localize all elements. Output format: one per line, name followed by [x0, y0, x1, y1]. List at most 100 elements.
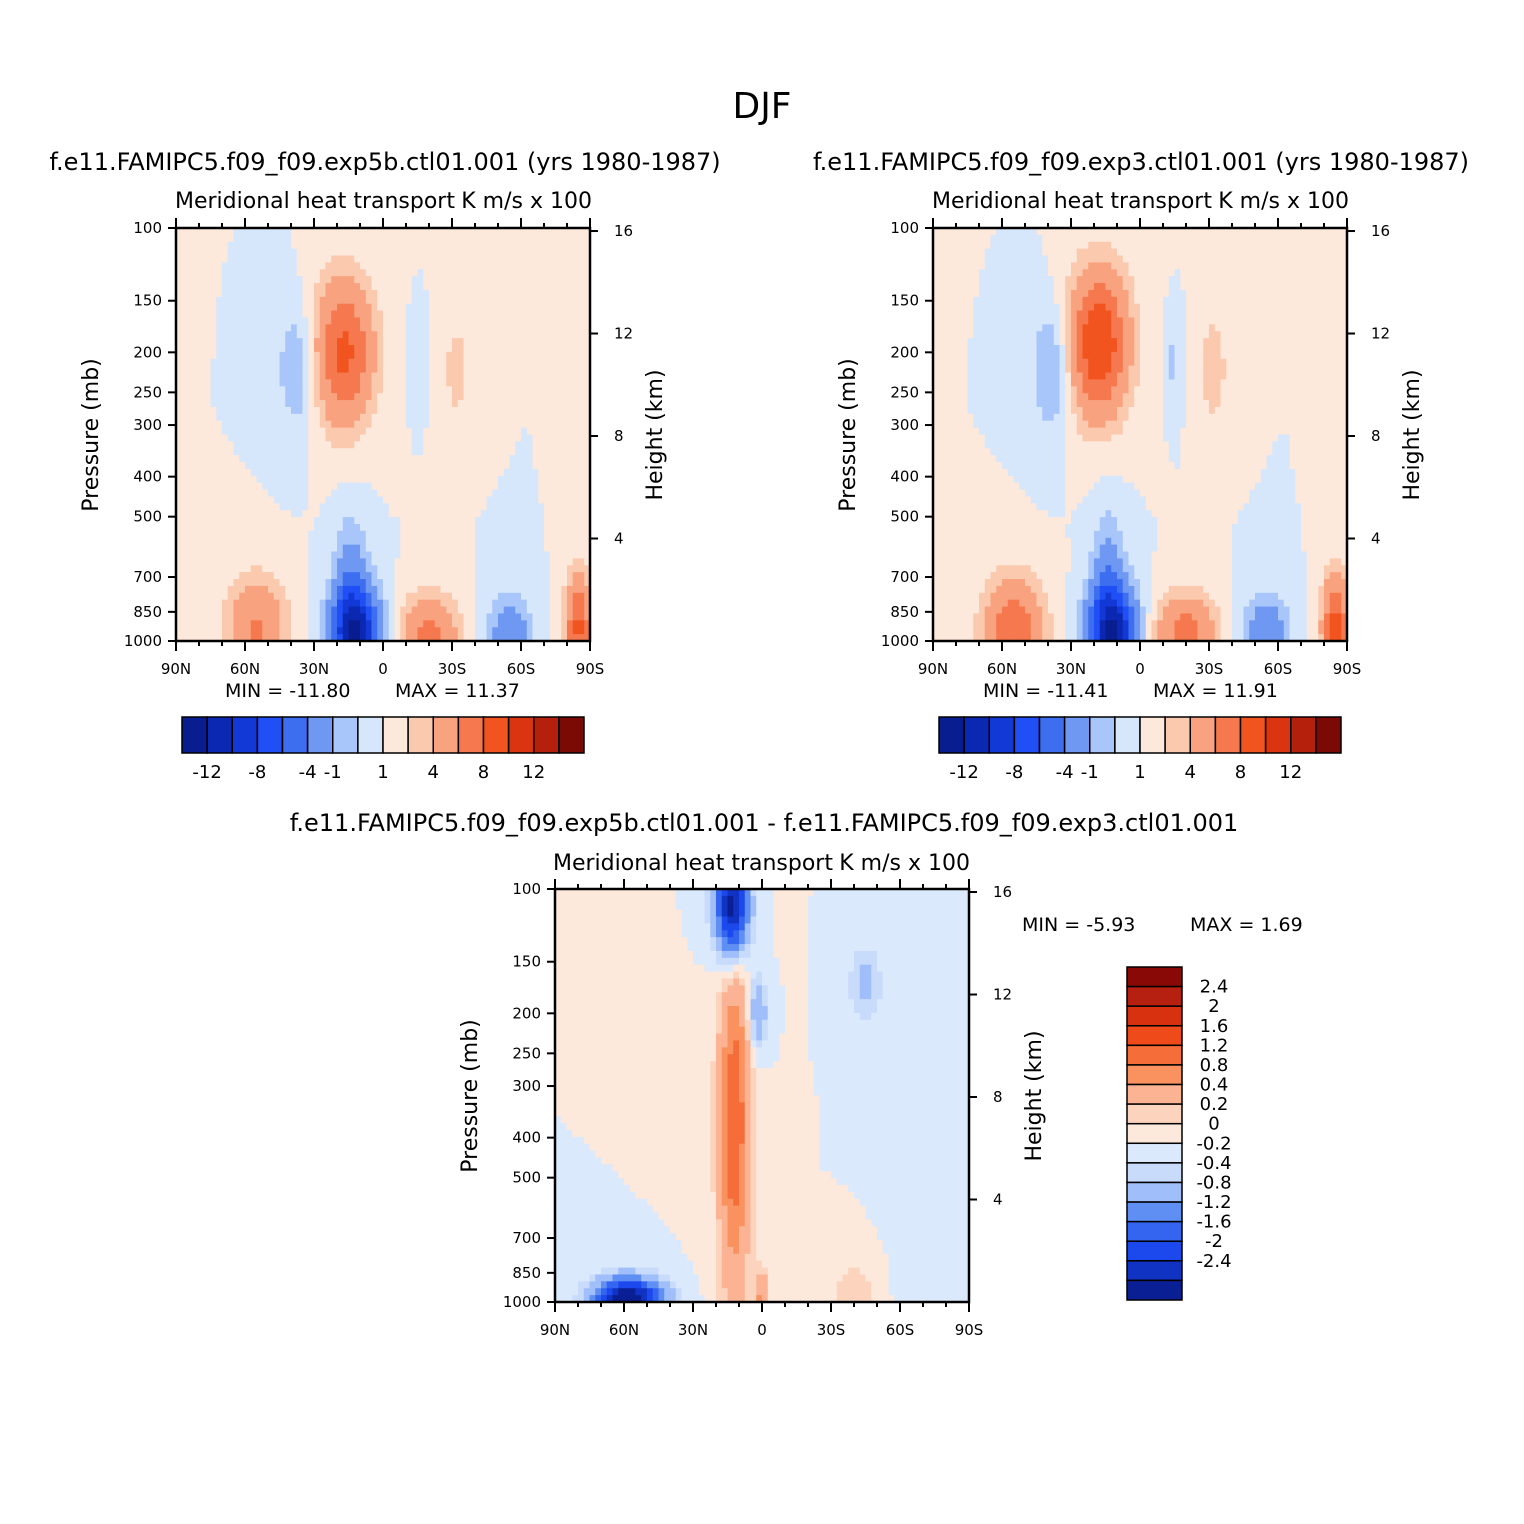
field-cell	[475, 241, 482, 250]
field-cell	[469, 565, 476, 573]
field-cell	[538, 558, 545, 566]
field-cell	[578, 613, 585, 621]
field-cell	[256, 317, 263, 325]
field-cell	[365, 276, 373, 284]
field-cell	[314, 310, 321, 319]
field-cell	[268, 475, 275, 484]
field-cell	[331, 248, 338, 257]
field-cell	[572, 613, 580, 621]
field-cell	[526, 345, 534, 353]
field-cell	[509, 358, 516, 367]
field-cell	[337, 406, 344, 415]
field-cell	[176, 544, 183, 553]
field-cell	[567, 434, 574, 442]
field-cell	[1117, 269, 1124, 277]
field-cell	[187, 365, 194, 374]
field-cell	[463, 620, 470, 628]
field-cell	[331, 482, 338, 491]
field-cell	[383, 510, 390, 518]
field-cell	[515, 627, 522, 635]
field-cell	[475, 234, 482, 243]
field-cell	[521, 475, 528, 484]
field-cell	[469, 579, 476, 587]
field-cell	[279, 558, 286, 566]
field-cell	[417, 351, 424, 360]
field-cell	[1007, 248, 1015, 257]
field-cell	[233, 517, 240, 525]
field-cell	[521, 379, 528, 387]
field-cell	[273, 324, 281, 332]
field-cell	[578, 448, 585, 456]
field-cell	[452, 448, 459, 456]
field-cell	[521, 627, 528, 635]
field-cell	[446, 420, 453, 429]
field-cell	[452, 434, 459, 442]
field-cell	[285, 510, 292, 518]
field-cell	[216, 317, 223, 325]
field-cell	[457, 585, 465, 594]
field-cell	[1111, 248, 1118, 257]
field-cell	[365, 358, 373, 367]
field-cell	[262, 627, 269, 635]
field-cell	[273, 386, 281, 394]
field-cell	[457, 606, 465, 615]
field-cell	[325, 462, 332, 470]
field-cell	[245, 482, 252, 491]
field-cell	[544, 303, 551, 312]
field-cell	[222, 627, 229, 635]
x-tick-label: 30N	[299, 660, 329, 678]
field-cell	[486, 599, 493, 608]
field-cell	[181, 475, 189, 484]
field-cell	[193, 400, 200, 408]
field-cell	[285, 517, 292, 525]
field-cell	[538, 489, 545, 498]
field-cell	[567, 592, 574, 601]
y-axis-right-label: Height (km)	[643, 369, 668, 500]
field-cell	[1197, 234, 1204, 243]
field-cell	[469, 585, 476, 594]
field-cell	[572, 468, 580, 477]
field-cell	[331, 558, 338, 566]
field-cell	[319, 351, 327, 360]
field-cell	[492, 620, 499, 628]
field-cell	[538, 406, 545, 415]
field-cell	[544, 365, 551, 374]
field-cell	[544, 413, 551, 422]
field-cell	[319, 599, 327, 608]
field-cell	[532, 420, 539, 429]
field-cell	[1283, 262, 1291, 270]
field-cell	[337, 413, 344, 422]
field-cell	[222, 351, 229, 360]
field-cell	[498, 317, 505, 325]
field-cell	[239, 565, 246, 573]
field-cell	[291, 434, 298, 442]
field-cell	[538, 441, 545, 449]
field-cell	[354, 241, 361, 250]
field-cell	[319, 441, 327, 449]
field-cell	[1042, 276, 1049, 284]
field-cell	[314, 544, 321, 553]
field-cell	[325, 475, 332, 484]
field-cell	[411, 475, 419, 484]
field-cell	[337, 620, 344, 628]
field-cell	[388, 386, 396, 394]
field-cell	[549, 345, 557, 353]
field-cell	[469, 475, 476, 484]
field-cell	[273, 434, 281, 442]
field-cell	[222, 324, 229, 332]
field-cell	[990, 248, 997, 257]
field-cell	[319, 420, 327, 429]
field-cell	[961, 228, 969, 236]
field-cell	[406, 351, 413, 360]
field-cell	[1260, 228, 1268, 236]
field-cell	[1266, 262, 1273, 270]
field-cell	[1042, 248, 1049, 257]
field-cell	[308, 510, 315, 518]
field-cell	[337, 331, 344, 339]
field-cell	[572, 448, 580, 456]
field-cell	[417, 413, 424, 422]
field-cell	[1232, 269, 1239, 277]
field-cell	[1214, 228, 1222, 236]
field-cell	[411, 324, 419, 332]
field-cell	[233, 386, 240, 394]
